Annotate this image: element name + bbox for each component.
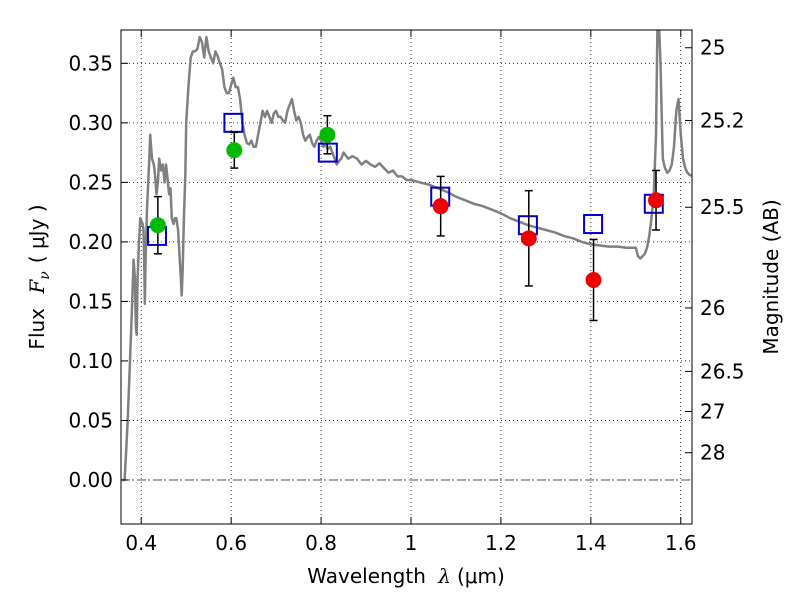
right-tick-label: 26.5 xyxy=(700,359,745,383)
y-tick-label: 0.25 xyxy=(68,170,113,194)
y-tick-label: 0.20 xyxy=(68,230,113,254)
detection-circle-marker xyxy=(226,142,243,159)
y-axis-title: Flux Fν ( μJy ) xyxy=(25,204,53,349)
y-tick-label: 0.35 xyxy=(68,51,113,75)
detection-circle-marker xyxy=(149,217,166,234)
y-tick-label: 0.30 xyxy=(68,111,113,135)
x-tick-label: 0.4 xyxy=(125,531,157,555)
y-axis-title-subscript: ν xyxy=(37,271,53,280)
detection-circle-marker xyxy=(432,198,449,215)
x-axis-title-text: Wavelength xyxy=(307,564,432,588)
plot-frame xyxy=(120,29,693,525)
right-tick-label: 25.5 xyxy=(700,195,745,219)
right-tick-label: 27 xyxy=(700,400,725,424)
right-tick-label: 26 xyxy=(700,296,725,320)
x-axis-title-unit: (μm) xyxy=(457,564,505,588)
right-tick-label: 25.2 xyxy=(700,108,745,132)
detection-circle-marker xyxy=(520,230,537,247)
y-axis-title-unit: ( μJy ) xyxy=(25,204,49,263)
x-tick-label: 1 xyxy=(405,531,418,555)
detection-circle-marker xyxy=(319,126,336,143)
y-tick-label: 0.00 xyxy=(68,468,113,492)
detection-circle-marker xyxy=(585,271,602,288)
markers-layer xyxy=(146,112,665,322)
x-tick-label: 1.4 xyxy=(575,531,607,555)
x-tick-label: 0.6 xyxy=(215,531,247,555)
y-axis-title-symbol: F xyxy=(25,279,49,295)
model-square-marker xyxy=(583,214,604,235)
spectrum-line xyxy=(122,30,692,482)
x-tick-label: 0.8 xyxy=(305,531,337,555)
plot-area xyxy=(122,30,692,482)
x-axis-title: Wavelength λ (μm) xyxy=(307,564,505,588)
y-tick-label: 0.05 xyxy=(68,408,113,432)
detection-circle-marker xyxy=(648,192,665,209)
x-axis-title-symbol: λ xyxy=(437,564,451,588)
y-tick-label: 0.15 xyxy=(68,289,113,313)
ticks-layer: 0.4 0.6 0.8 1 1.2 1.4 1.6 0.00 0.05 0.10 0.15 0.20 0… xyxy=(68,30,745,555)
right-tick-label: 28 xyxy=(700,441,725,465)
right-tick-label: 25 xyxy=(700,36,725,60)
right-axis-title: Magnitude (AB) xyxy=(759,199,783,354)
x-tick-label: 1.2 xyxy=(485,531,517,555)
y-axis-title-text: Flux xyxy=(25,302,49,350)
x-tick-label: 1.6 xyxy=(665,531,697,555)
y-tick-label: 0.10 xyxy=(68,349,113,373)
